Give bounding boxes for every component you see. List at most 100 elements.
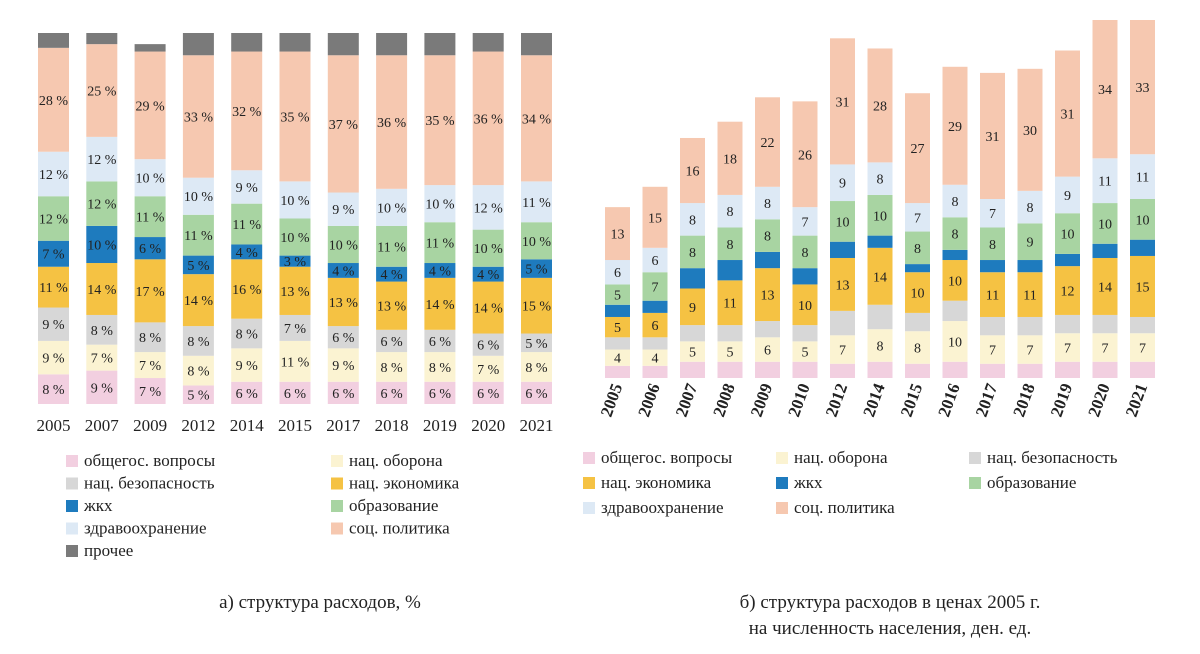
chart-b-data-label: 11: [1136, 171, 1149, 186]
chart-b-x-tick-label: 2015: [897, 381, 926, 419]
chart-b-bar-segment: [1092, 257, 1118, 315]
chart-b-legend-label: жкх: [793, 473, 823, 492]
chart-b-x-tick-label: 2018: [1009, 381, 1038, 419]
chart-b-data-label: 5: [802, 346, 809, 361]
chart-b-x-tick-label: 2014: [859, 380, 889, 419]
chart-a-data-label: 14 %: [474, 302, 504, 317]
chart-a-bar-segment: [279, 218, 311, 256]
chart-b-data-label: 33: [1136, 81, 1150, 96]
chart-b-legend-swatch: [776, 502, 788, 514]
chart-a-data-label: 13 %: [329, 296, 359, 311]
chart-a-bar-segment: [472, 333, 504, 356]
chart-a-bar-segment: [327, 326, 359, 349]
chart-a-bar-segment: [376, 188, 408, 226]
chart-b-data-label: 6: [652, 254, 659, 269]
chart-b-bar-segment: [980, 260, 1005, 273]
chart-b-bar-segment: [755, 321, 780, 338]
chart-a-bar-segment: [182, 355, 214, 386]
chart-b-bar-segment: [1130, 154, 1155, 199]
chart-a-bar-segment: [134, 352, 166, 379]
chart-b-bar-segment: [642, 349, 668, 366]
chart-b-bar-segment: [980, 363, 1005, 378]
chart-b-caption: б) структура расходов в ценах 2005 г. на…: [600, 590, 1180, 642]
chart-b-data-label: 10: [1098, 217, 1112, 232]
chart-b-bar-segment: [905, 203, 930, 232]
chart-b-bar-segment: [942, 66, 968, 185]
chart-a-bar-segment: [86, 44, 118, 137]
chart-a-data-label: 11 %: [281, 355, 310, 370]
chart-b-data-label: 6: [652, 319, 659, 334]
chart-b-legend-label: соц. политика: [794, 498, 895, 517]
chart-b-bar-segment: [942, 260, 968, 301]
chart-b-data-label: 8: [764, 197, 771, 212]
chart-b-data-label: 10: [873, 209, 887, 224]
chart-a-data-label: 6 %: [429, 335, 452, 350]
chart-a-data-label: 8 %: [187, 365, 210, 380]
chart-b-legend-label: здравоохранение: [601, 498, 724, 517]
chart-b-data-label: 29: [948, 120, 962, 135]
chart-a-legend-label: нац. оборона: [349, 451, 443, 470]
chart-a-data-label: 4 %: [381, 268, 404, 283]
chart-b-bar-segment: [717, 361, 743, 378]
chart-b-bar-segment: [1130, 199, 1155, 240]
chart-b-bar-segment: [830, 241, 855, 258]
chart-b-data-label: 10: [1061, 228, 1075, 243]
chart-b-bar-segment: [717, 280, 743, 326]
chart-b-data-label: 11: [1023, 289, 1036, 304]
chart-b-data-label: 9: [1027, 236, 1034, 251]
chart-a-data-label: 9 %: [42, 352, 65, 367]
chart-a-legend-label: образование: [349, 496, 438, 515]
chart-a-data-label: 28 %: [39, 94, 69, 109]
chart-a-bar-segment: [38, 47, 69, 152]
chart-a-bar-segment: [376, 352, 408, 382]
chart-a-data-label: 6 %: [381, 335, 404, 350]
chart-b-data-label: 11: [1098, 175, 1111, 190]
chart-b-bar-segment: [830, 201, 855, 242]
chart-a-legend-label: нац. безопасность: [84, 474, 215, 493]
chart-b-bar-segment: [680, 235, 705, 269]
chart-a-data-label: 8 %: [525, 361, 548, 376]
chart-a-bar-segment: [134, 159, 166, 197]
chart-b-x-tick-label: 2021: [1122, 381, 1151, 419]
chart-b-bar-segment: [905, 93, 930, 204]
chart-b-bar-segment: [1055, 176, 1080, 214]
chart-a-bar-segment: [376, 281, 408, 330]
chart-b-data-label: 7: [1102, 341, 1109, 356]
chart-a-x-tick-label: 2021: [520, 416, 554, 435]
chart-a-legend-swatch: [66, 522, 78, 535]
chart-a-legend-swatch: [331, 500, 343, 512]
chart-b-data-label: 7: [1064, 341, 1071, 356]
chart-b-bar-segment: [605, 304, 630, 317]
chart-a-bar-segment: [86, 263, 118, 315]
chart-a-bar-segment: [424, 352, 456, 382]
chart-a-data-label: 25 %: [87, 85, 117, 100]
chart-a-bar-segment: [134, 259, 166, 323]
chart-a-data-label: 11 %: [232, 218, 261, 233]
chart-b-bar-segment: [1092, 20, 1118, 159]
chart-b-bar-segment: [1092, 361, 1118, 378]
chart-b-data-label: 9: [839, 177, 846, 192]
chart-a-data-label: 13 %: [280, 285, 310, 300]
chart-b-bar-segment: [755, 337, 780, 362]
chart-a-data-label: 7 %: [477, 363, 500, 378]
chart-a-bar-segment: [376, 33, 408, 56]
chart-a-caption: а) структура расходов, %: [219, 592, 421, 613]
chart-b-bar-segment: [1017, 316, 1043, 336]
chart-b-bar-segment: [942, 300, 968, 322]
chart-b-data-label: 9: [689, 301, 696, 316]
chart-a-bar-segment: [134, 44, 166, 52]
chart-b-data-label: 31: [836, 95, 850, 110]
chart-a-bar-segment: [472, 185, 504, 230]
chart-b-bar-segment: [1055, 314, 1080, 334]
chart-b-data-label: 7: [652, 280, 659, 295]
chart-b-data-label: 4: [614, 352, 621, 367]
chart-a-bar-segment: [472, 33, 504, 52]
chart-b-data-label: 7: [989, 207, 996, 222]
chart-a-bar-segment: [38, 340, 69, 375]
chart-a-data-label: 9 %: [236, 181, 259, 196]
chart-b-data-label: 12: [1061, 285, 1075, 300]
chart-b-data-label: 8: [764, 230, 771, 245]
chart-a-data-label: 7 %: [139, 359, 162, 374]
chart-a-bar-segment: [38, 266, 69, 308]
